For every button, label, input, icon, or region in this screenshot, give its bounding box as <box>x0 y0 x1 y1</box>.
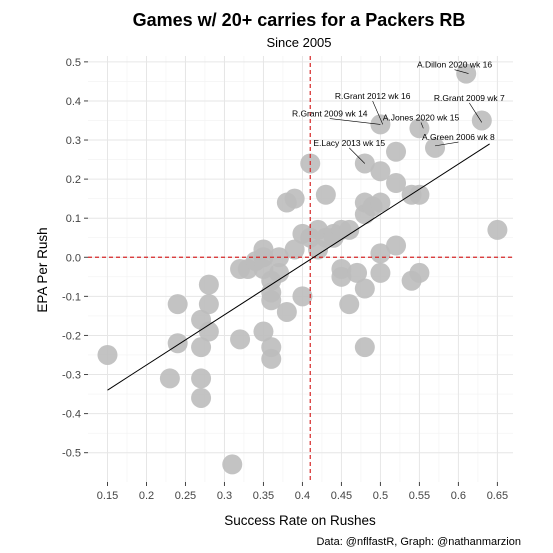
data-point <box>167 333 188 354</box>
x-tick-label: 0.45 <box>331 490 352 502</box>
y-tick-label: 0.0 <box>66 252 81 264</box>
y-tick-label: 0.5 <box>66 57 81 69</box>
y-tick-label: -0.1 <box>62 291 81 303</box>
data-point <box>471 110 492 131</box>
annotation-leader <box>349 147 366 164</box>
x-tick-label: 0.65 <box>487 490 508 502</box>
x-tick-label: 0.35 <box>253 490 274 502</box>
data-point <box>347 262 368 283</box>
data-point <box>253 321 274 342</box>
plot-area: 0.15 0.2 0.25 0.3 0.35 0.4 0.45 0.5 0.55 0.6 0.65 -… <box>62 56 513 502</box>
y-tick-label: 0.1 <box>66 213 81 225</box>
x-tick-label: 0.25 <box>175 490 196 502</box>
x-tick-label: 0.4 <box>295 490 310 502</box>
y-tick-label: 0.3 <box>66 135 81 147</box>
data-point <box>487 219 508 240</box>
data-point <box>269 262 290 283</box>
data-point <box>386 141 407 162</box>
x-tick-label: 0.55 <box>409 490 430 502</box>
trend-line <box>107 143 490 391</box>
data-point <box>409 262 430 283</box>
data-point <box>409 184 430 205</box>
data-point <box>339 294 360 315</box>
data-point <box>292 286 313 307</box>
data-point <box>198 294 219 315</box>
data-point <box>409 118 430 139</box>
data-point <box>370 262 391 283</box>
x-axis-title: Success Rate on Rushes <box>224 513 376 528</box>
annotation-label: A.Green 2006 wk 8 <box>422 132 495 142</box>
data-point <box>198 274 219 295</box>
y-tick-label: -0.2 <box>62 330 81 342</box>
data-point <box>386 173 407 194</box>
annotation-label: R.Grant 2012 wk 16 <box>335 91 411 101</box>
y-tick-label: -0.5 <box>62 448 81 460</box>
x-tick-label: 0.2 <box>139 490 154 502</box>
annotation-leader <box>329 118 381 125</box>
data-point <box>97 344 118 365</box>
chart-subtitle: Since 2005 <box>266 35 331 50</box>
data-point <box>284 239 305 260</box>
data-point <box>354 337 375 358</box>
y-tick-label: -0.3 <box>62 370 81 382</box>
annotation-leader <box>434 141 459 147</box>
y-tick-label: -0.4 <box>62 409 81 421</box>
data-point <box>191 337 212 358</box>
data-point <box>354 278 375 299</box>
data-point <box>425 137 446 158</box>
x-tick-label: 0.15 <box>97 490 118 502</box>
data-point <box>276 301 297 322</box>
annotation-leader <box>454 69 469 74</box>
y-axis-title: EPA Per Rush <box>35 227 50 312</box>
data-point <box>370 114 391 135</box>
annotation-label: A.Dillon 2020 wk 16 <box>417 60 492 70</box>
data-point <box>370 243 391 264</box>
data-point <box>284 188 305 209</box>
data-point <box>261 348 282 369</box>
data-point <box>370 161 391 182</box>
data-point <box>222 454 243 475</box>
data-point <box>198 321 219 342</box>
data-point <box>386 235 407 256</box>
data-point <box>331 266 352 287</box>
annotation-label: A.Jones 2020 wk 15 <box>383 112 460 122</box>
data-point <box>261 282 282 303</box>
x-tick-label: 0.5 <box>373 490 388 502</box>
data-point <box>167 294 188 315</box>
data-point <box>159 368 180 389</box>
annotation-leader <box>372 100 384 125</box>
annotation-leader <box>420 122 424 129</box>
y-tick-label: 0.2 <box>66 174 81 186</box>
data-point <box>191 387 212 408</box>
data-point <box>230 329 251 350</box>
chart-caption: Data: @nflfastR, Graph: @nathanmarzion <box>316 536 521 548</box>
x-tick-label: 0.6 <box>451 490 466 502</box>
data-point <box>191 368 212 389</box>
annotation-label: R.Grant 2009 wk 14 <box>292 109 368 119</box>
data-point <box>370 192 391 213</box>
annotation-leader <box>469 102 483 123</box>
y-tick-label: 0.4 <box>66 96 81 108</box>
annotation-label: R.Grant 2009 wk 7 <box>434 93 505 103</box>
data-point <box>315 184 336 205</box>
data-point <box>339 219 360 240</box>
x-tick-label: 0.3 <box>217 490 232 502</box>
chart-title: Games w/ 20+ carries for a Packers RB <box>133 10 466 30</box>
annotation-label: E.Lacy 2013 wk 15 <box>313 138 385 148</box>
data-point <box>456 63 477 84</box>
